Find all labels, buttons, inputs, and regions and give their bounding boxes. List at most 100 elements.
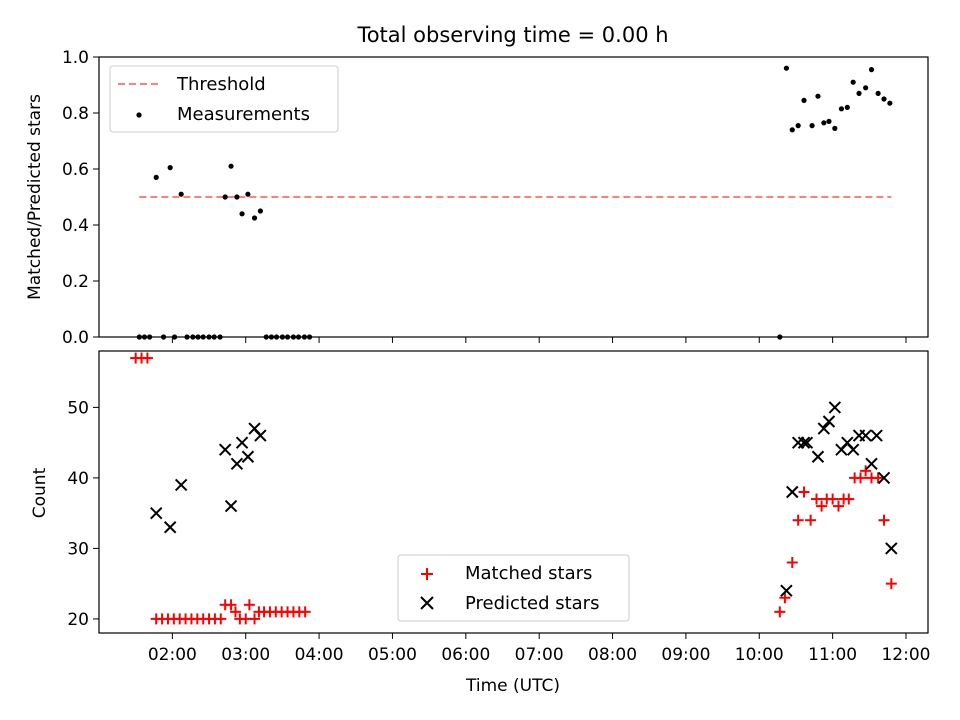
measurement-point — [887, 100, 893, 106]
matched-star-point — [798, 486, 810, 498]
predicted-star-point — [800, 436, 814, 449]
bottom-y-tick-label: 30 — [67, 539, 89, 559]
top-panel: Total observing time = 0.00 h 0.00.20.40… — [25, 23, 929, 348]
matched-star-point — [827, 493, 839, 505]
measurement-point — [868, 67, 875, 73]
measurement-point — [795, 123, 801, 129]
predicted-star-point — [241, 450, 255, 463]
legend-matched-label: Matched stars — [465, 563, 592, 584]
matched-star-point — [855, 472, 867, 484]
legend-matched-swatch — [421, 568, 433, 580]
bottom-legend-box — [397, 554, 630, 622]
matched-star-point — [225, 599, 237, 611]
predicted-star-point — [791, 436, 805, 449]
measurement-point — [844, 104, 850, 110]
measurement-point — [153, 174, 159, 180]
x-tick-label: 09:00 — [661, 645, 710, 665]
measurement-point — [783, 65, 790, 71]
legend-measurements-swatch — [136, 112, 142, 118]
bottom-plot-area — [130, 352, 898, 625]
predicted-star-point — [865, 457, 878, 471]
measurement-point — [821, 120, 827, 126]
matched-star-point — [774, 606, 786, 618]
matched-star-point — [215, 613, 227, 625]
bottom-x-ticks: 02:00 03:00 04:00 05:00 06:00 07:00 08:00 09:00… — [148, 633, 930, 665]
matched-star-point — [885, 578, 897, 590]
measurement-point — [856, 90, 862, 96]
predicted-star-point — [224, 499, 238, 513]
measurement-point — [222, 194, 228, 200]
measurement-point — [832, 125, 838, 131]
matched-star-point — [816, 500, 828, 512]
matched-star-point — [832, 500, 844, 512]
predicted-star-point — [218, 443, 232, 456]
predicted-star-point — [163, 521, 177, 534]
legend-predicted-label: Predicted stars — [465, 593, 599, 614]
measurement-point — [826, 118, 832, 124]
matched-star-point — [843, 493, 855, 505]
top-axes-frame — [98, 56, 929, 338]
top-y-tick-label: 0.6 — [62, 160, 89, 180]
matched-star-point — [878, 514, 890, 526]
measurement-point — [178, 191, 184, 197]
predicted-star-point — [859, 429, 872, 442]
measurement-point — [251, 215, 258, 221]
top-y-axis-label: Matched/Predicted stars — [25, 94, 45, 300]
measurement-point — [257, 208, 263, 214]
top-x-ticks — [171, 337, 907, 343]
measurement-point — [875, 90, 881, 96]
measurement-point — [838, 106, 845, 112]
matched-star-point — [872, 472, 884, 484]
x-tick-label: 02:00 — [148, 645, 197, 665]
top-y-ticks: 0.0 0.2 0.4 0.6 0.8 1.0 — [62, 48, 99, 348]
predicted-star-point — [235, 436, 249, 449]
x-tick-label: 07:00 — [515, 645, 564, 665]
bottom-y-axis-label: Count — [30, 467, 50, 518]
matched-star-point — [249, 613, 261, 625]
legend-predicted-swatch — [420, 596, 434, 610]
predicted-star-point — [870, 429, 883, 442]
bottom-y-tick-label: 20 — [67, 610, 89, 630]
top-y-tick-label: 0.8 — [62, 104, 89, 124]
x-axis-label: Time (UTC) — [465, 676, 560, 696]
top-y-tick-label: 1.0 — [62, 48, 89, 68]
measurement-point — [881, 96, 887, 102]
top-plot-area — [136, 65, 893, 340]
matched-star-point — [299, 606, 311, 618]
measurement-point — [245, 191, 251, 197]
measurement-point — [815, 93, 821, 99]
matched-star-point — [779, 592, 791, 604]
predicted-star-point — [230, 457, 244, 471]
x-tick-label: 10:00 — [735, 645, 784, 665]
predicted-star-point — [797, 436, 811, 449]
top-y-tick-label: 0.4 — [62, 216, 89, 236]
predicted-star-point — [786, 485, 799, 499]
x-tick-label: 06:00 — [441, 645, 490, 665]
bottom-axes-frame — [98, 350, 929, 634]
predicted-star-point — [846, 443, 860, 456]
legend-threshold-label: Threshold — [176, 74, 266, 95]
predicted-star-point — [811, 450, 825, 463]
top-y-tick-label: 0.2 — [62, 272, 89, 292]
measurement-point — [801, 97, 807, 103]
matched-star-point — [792, 514, 804, 526]
predicted-star-point — [780, 584, 793, 597]
predicted-star-point — [885, 542, 898, 555]
x-tick-label: 03:00 — [221, 645, 270, 665]
measurement-point — [809, 123, 815, 129]
top-y-tick-label: 0.0 — [62, 328, 89, 348]
x-tick-label: 11:00 — [808, 645, 857, 665]
predicted-star-point — [254, 429, 267, 442]
matched-star-point — [243, 599, 255, 611]
matched-star-point — [229, 606, 241, 618]
predicted-star-point — [174, 478, 188, 492]
measurement-point — [228, 163, 234, 169]
top-legend: Threshold Measurements — [109, 65, 339, 133]
top-legend-box — [109, 65, 339, 133]
matched-star-point — [860, 465, 872, 477]
x-tick-label: 08:00 — [588, 645, 637, 665]
legend-measurements-label: Measurements — [177, 104, 310, 125]
predicted-star-point — [822, 415, 836, 428]
measurement-point — [863, 85, 869, 91]
